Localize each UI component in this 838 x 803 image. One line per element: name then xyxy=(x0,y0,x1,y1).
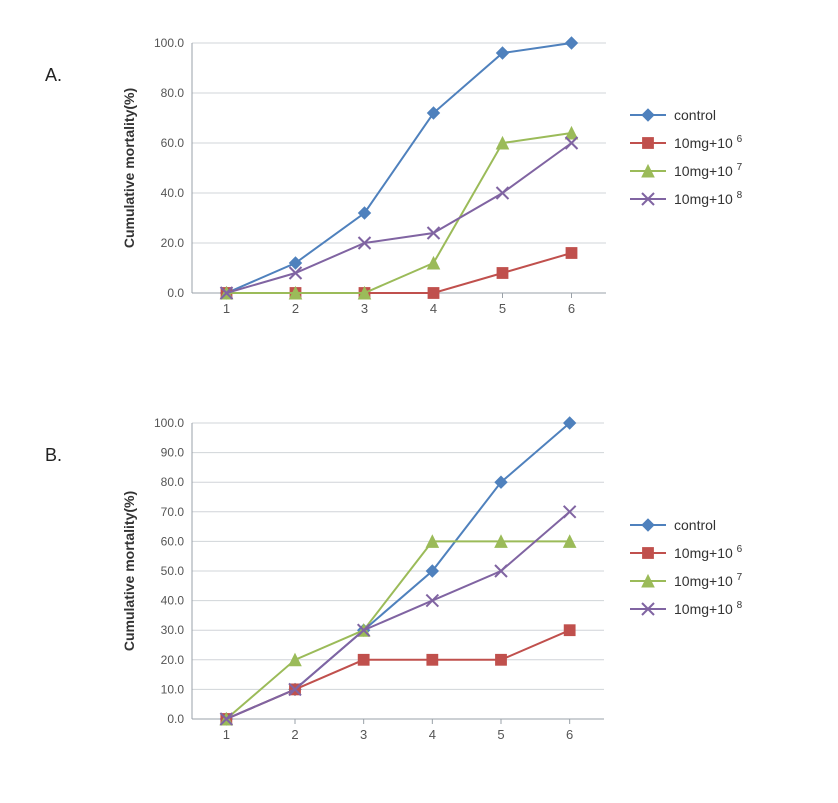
y-tick-label: 10.0 xyxy=(161,682,185,696)
y-tick-label: 30.0 xyxy=(161,623,185,637)
x-tick-label: 2 xyxy=(291,727,298,742)
x-tick-label: 2 xyxy=(292,301,299,316)
chart-a: 0.0 20.0 40.0 60.0 80.0 100.0 1 2 3 4 5 6 Cumulative… xyxy=(100,25,800,335)
y-tick-label: 40.0 xyxy=(161,186,185,200)
y-tick-label: 80.0 xyxy=(161,86,185,100)
x-tick-label: 5 xyxy=(497,727,504,742)
y-tick-label: 0.0 xyxy=(167,286,184,300)
x-tick-label: 6 xyxy=(566,727,573,742)
legend-label-2: 10mg+10 7 xyxy=(674,162,743,179)
x-tick-label: 1 xyxy=(223,301,230,316)
y-tick-label: 40.0 xyxy=(161,594,185,608)
y-tick-label: 60.0 xyxy=(161,136,185,150)
y-tick-label: 0.0 xyxy=(167,712,184,726)
y-tick-label: 20.0 xyxy=(161,236,185,250)
x-tick-label: 4 xyxy=(430,301,437,316)
y-axis-title: Cumulative mortality(%) xyxy=(121,491,137,651)
panel-a-label: A. xyxy=(45,65,62,86)
legend-label-3: 10mg+10 8 xyxy=(674,600,743,617)
y-axis-title: Cumulative mortality(%) xyxy=(121,88,137,248)
x-tick-label: 5 xyxy=(499,301,506,316)
panel-b-label: B. xyxy=(45,445,62,466)
series-line-0 xyxy=(227,43,572,293)
legend-label-1: 10mg+10 6 xyxy=(674,134,743,151)
x-tick-label: 1 xyxy=(223,727,230,742)
x-tick-label: 4 xyxy=(429,727,436,742)
legend-label-0: control xyxy=(674,517,716,533)
y-tick-label: 100.0 xyxy=(154,36,184,50)
y-tick-label: 70.0 xyxy=(161,505,185,519)
series-line-1 xyxy=(227,253,572,293)
legend-label-3: 10mg+10 8 xyxy=(674,190,743,207)
chart-b: 0.0 10.0 20.0 30.0 40.0 50.0 60.0 70.0 80.0 90.0 1… xyxy=(100,405,800,765)
y-tick-label: 50.0 xyxy=(161,564,185,578)
x-tick-label: 6 xyxy=(568,301,575,316)
legend-label-1: 10mg+10 6 xyxy=(674,544,743,561)
y-tick-label: 80.0 xyxy=(161,475,185,489)
y-tick-label: 20.0 xyxy=(161,653,185,667)
legend-label-2: 10mg+10 7 xyxy=(674,572,743,589)
legend-label-0: control xyxy=(674,107,716,123)
y-tick-label: 100.0 xyxy=(154,416,184,430)
y-tick-label: 90.0 xyxy=(161,446,185,460)
series-line-3 xyxy=(226,512,569,719)
x-tick-label: 3 xyxy=(360,727,367,742)
y-tick-label: 60.0 xyxy=(161,534,185,548)
x-tick-label: 3 xyxy=(361,301,368,316)
